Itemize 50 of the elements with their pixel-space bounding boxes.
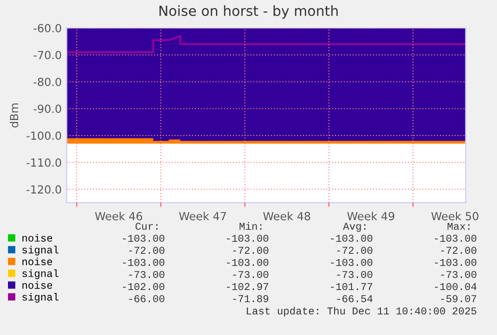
y-tick-label: -90.0 (34, 104, 62, 114)
legend-label: signal (22, 292, 58, 303)
legend-label: noise (22, 258, 52, 266)
y-tick-label: -70.0 (34, 50, 62, 60)
legend-label: noise (22, 234, 52, 242)
text: -103.00 (434, 258, 476, 266)
text: -72.00 (233, 246, 268, 254)
text: -73.00 (233, 270, 268, 278)
text: Last update: Thu Dec 11 10:40:00 2025 (246, 306, 476, 317)
text: -72.00 (337, 246, 372, 254)
text: -72.00 (441, 246, 476, 254)
y-tick-label: -110.0 (26, 158, 62, 167)
text: -103.00 (330, 258, 372, 266)
text: -66.00 (129, 295, 164, 302)
text: Min: (240, 222, 262, 230)
text: Avg: (342, 222, 366, 232)
x-tick-label: Week 47 (179, 212, 226, 220)
x-tick-label: Week 50 (431, 212, 478, 220)
text: -103.00 (330, 234, 372, 242)
text: -102.00 (122, 283, 164, 290)
text: Max: (448, 222, 470, 230)
text: -73.00 (337, 270, 372, 278)
line-series (66, 35, 466, 54)
text: -59.07 (441, 295, 476, 302)
text: -66.54 (337, 295, 372, 302)
text: -103.00 (122, 258, 164, 266)
y-axis-title: dBm (10, 104, 18, 128)
y-tick-label: -100.0 (26, 131, 62, 140)
text: -102.97 (226, 283, 268, 290)
y-tick-label: -60.0 (34, 24, 62, 32)
text: -73.00 (129, 270, 164, 278)
legend-label: noise (22, 281, 52, 289)
text: -103.00 (226, 234, 268, 242)
x-tick-label: Week 49 (347, 212, 394, 220)
text: -101.77 (330, 283, 372, 290)
text: -72.00 (129, 246, 164, 254)
y-tick-label: -80.0 (34, 78, 62, 86)
x-tick-label: Week 48 (263, 212, 310, 220)
text: Cur: (136, 222, 158, 230)
chart-title: Noise on horst - by month (160, 5, 338, 19)
text: -103.00 (122, 234, 164, 242)
text: -100.04 (434, 283, 476, 290)
legend-label: signal (22, 246, 58, 256)
y-tick-label: -120.0 (26, 185, 62, 194)
x-tick-label: Week 46 (95, 212, 142, 220)
legend-label: signal (22, 269, 58, 280)
text: -73.00 (441, 270, 476, 278)
text: -71.89 (233, 295, 268, 302)
text: -103.00 (226, 258, 268, 266)
text: -103.00 (434, 234, 476, 242)
